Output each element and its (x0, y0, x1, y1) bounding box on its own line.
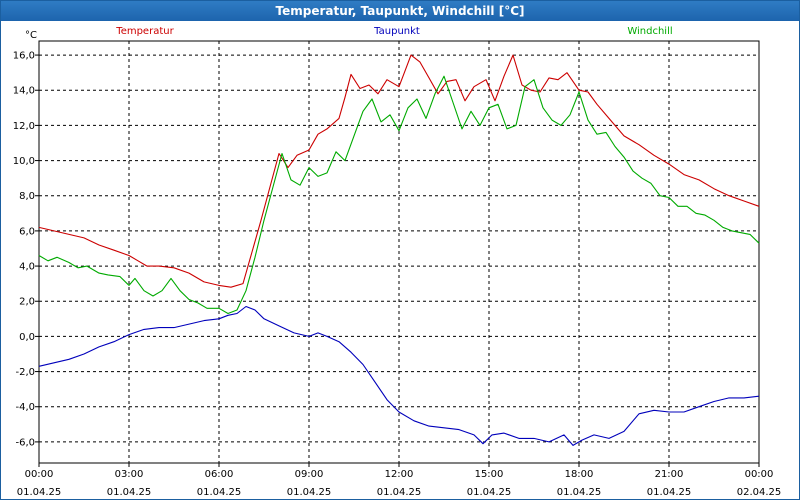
x-tick-time-label: 00:00 (745, 469, 774, 480)
x-tick-date-label: 01.04.25 (647, 487, 692, 498)
x-tick-time-label: 12:00 (385, 469, 414, 480)
y-tick-label: 10,0 (13, 156, 35, 167)
x-tick-time-label: 21:00 (655, 469, 684, 480)
x-tick-date-label: 01.04.25 (467, 487, 512, 498)
y-tick-label: 2,0 (19, 297, 35, 308)
series-line-windchill (38, 75, 760, 315)
y-tick-label: -2,0 (15, 367, 35, 378)
y-tick-label: 6,0 (19, 226, 35, 237)
x-tick-date-label: 02.04.25 (737, 487, 782, 498)
x-tick-time-label: 06:00 (205, 469, 234, 480)
y-tick-label: 4,0 (19, 262, 35, 273)
legend-windchill: Windchill (627, 26, 672, 37)
y-tick-label: 14,0 (13, 86, 35, 97)
y-tick-label: 12,0 (13, 121, 35, 132)
x-tick-time-label: 03:00 (115, 469, 144, 480)
y-tick-label: -6,0 (15, 437, 35, 448)
x-tick-time-label: 00:00 (25, 469, 54, 480)
x-tick-date-label: 01.04.25 (557, 487, 602, 498)
chart-title: Temperatur, Taupunkt, Windchill [°C] (1, 1, 799, 21)
x-tick-time-label: 15:00 (475, 469, 504, 480)
y-tick-label: 16,0 (13, 51, 35, 62)
x-tick-date-label: 01.04.25 (17, 487, 62, 498)
x-tick-time-label: 09:00 (295, 469, 324, 480)
x-tick-date-label: 01.04.25 (197, 487, 242, 498)
y-tick-label: 8,0 (19, 191, 35, 202)
series-line-taupunkt (38, 305, 760, 446)
x-tick-time-label: 18:00 (565, 469, 594, 480)
y-axis-label: °C (25, 30, 37, 41)
x-tick-date-label: 01.04.25 (107, 487, 152, 498)
legend-taupunkt: Taupunkt (373, 26, 420, 37)
x-tick-date-label: 01.04.25 (287, 487, 332, 498)
x-tick-date-label: 01.04.25 (377, 487, 422, 498)
y-tick-label: -4,0 (15, 402, 35, 413)
legend-temperatur: Temperatur (115, 26, 174, 37)
series-line-temperatur (38, 54, 760, 288)
y-tick-label: 0,0 (19, 332, 35, 343)
